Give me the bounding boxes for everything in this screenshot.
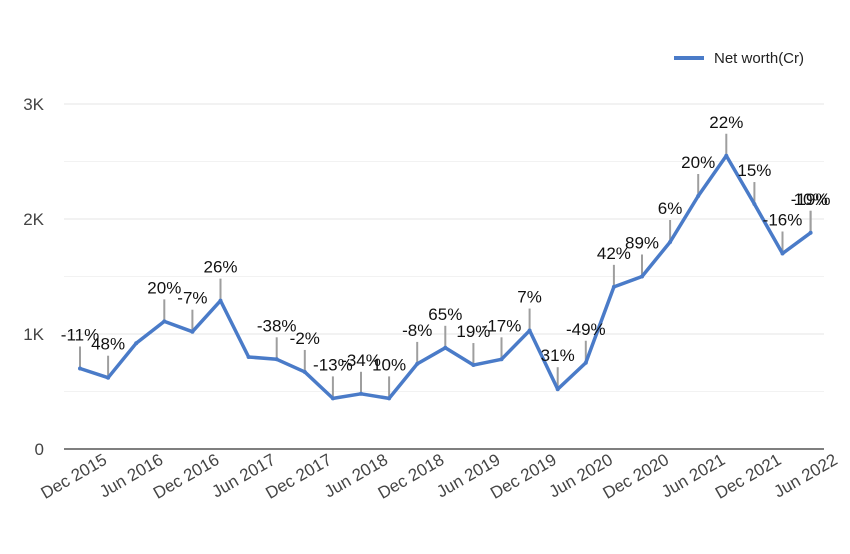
annotation-label: 89%: [625, 234, 659, 253]
data-point[interactable]: [696, 194, 701, 198]
annotation-label: 20%: [147, 278, 181, 297]
annotation-label: -38%: [257, 316, 297, 335]
data-point[interactable]: [443, 345, 448, 350]
series-line-net-worth[interactable]: [78, 154, 813, 401]
data-point[interactable]: [274, 357, 279, 362]
data-point[interactable]: [499, 357, 504, 362]
annotation-label: 65%: [428, 305, 462, 324]
annotation-label: 42%: [597, 244, 631, 263]
annotation-label: -49%: [566, 320, 606, 339]
data-point[interactable]: [752, 202, 757, 207]
annotation-label: 10%: [794, 190, 828, 209]
annotation-label: -17%: [482, 316, 522, 335]
annotation-label: 19%: [456, 322, 490, 341]
annotation-label: -8%: [402, 321, 432, 340]
annotation-label: 6%: [658, 199, 683, 218]
data-point[interactable]: [246, 355, 251, 359]
data-point[interactable]: [218, 298, 223, 303]
annotation-label: 10%: [372, 355, 406, 374]
grid-lines: [64, 103, 824, 450]
y-tick-label: 3K: [23, 95, 44, 114]
data-point[interactable]: [190, 329, 195, 334]
annotation-label: 15%: [737, 161, 771, 180]
data-point[interactable]: [471, 363, 476, 368]
x-tick-label: Jun 2022: [771, 450, 841, 501]
annotation-label: -34%: [341, 351, 381, 370]
data-point[interactable]: [808, 230, 813, 235]
x-tick-label: Dec 2015: [38, 450, 111, 503]
data-point[interactable]: [387, 396, 392, 401]
y-axis: 0 1K 2K 3K: [23, 95, 44, 459]
data-point[interactable]: [611, 284, 616, 289]
data-point[interactable]: [162, 319, 167, 324]
data-point[interactable]: [583, 360, 588, 365]
annotation-label: -19%: [791, 190, 831, 209]
annotation-label: -2%: [290, 329, 320, 348]
annotation-label: 26%: [203, 258, 237, 277]
annotation-label: 7%: [517, 288, 542, 307]
y-tick-label: 2K: [23, 210, 44, 229]
data-point[interactable]: [640, 274, 644, 279]
data-point[interactable]: [78, 366, 82, 371]
data-point[interactable]: [134, 341, 139, 346]
data-point[interactable]: [359, 391, 363, 396]
y-tick-label: 1K: [23, 325, 44, 344]
annotation-label: -7%: [177, 289, 207, 308]
annotation-label: 48%: [91, 335, 125, 354]
data-point[interactable]: [302, 369, 307, 374]
data-point[interactable]: [780, 251, 785, 256]
annotation-label: 31%: [541, 346, 575, 365]
annotation-labels: -11%48%20%-7%26%-38%-2%-13%-34%10%-8%65%…: [61, 113, 831, 375]
series-layer: [78, 153, 813, 401]
data-point[interactable]: [415, 361, 420, 366]
data-point[interactable]: [668, 240, 673, 244]
data-point[interactable]: [555, 387, 560, 392]
data-point[interactable]: [106, 375, 111, 380]
annotation-label: -11%: [61, 326, 99, 345]
legend[interactable]: Net worth(Cr): [674, 50, 804, 67]
data-point[interactable]: [724, 153, 729, 158]
annotation-label: 20%: [681, 153, 715, 172]
annotation-stems: [79, 133, 812, 399]
data-point[interactable]: [527, 328, 532, 333]
annotation-label: -13%: [313, 355, 353, 374]
data-point[interactable]: [330, 396, 335, 401]
legend-label: Net worth(Cr): [714, 50, 804, 67]
annotation-label: -16%: [763, 211, 803, 230]
y-tick-label: 0: [35, 440, 44, 459]
annotation-label: 22%: [709, 113, 743, 132]
